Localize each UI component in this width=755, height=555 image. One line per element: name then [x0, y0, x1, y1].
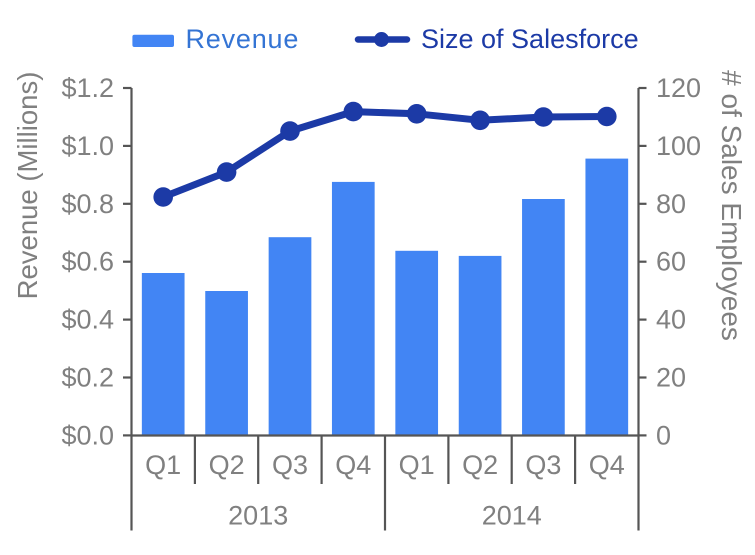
svg-text:$0.0: $0.0 — [61, 420, 114, 450]
svg-text:120: 120 — [656, 73, 701, 103]
svg-text:Revenue (Millions): Revenue (Millions) — [12, 72, 43, 300]
svg-text:60: 60 — [656, 247, 686, 277]
svg-text:Revenue: Revenue — [186, 24, 300, 54]
svg-text:Q1: Q1 — [145, 450, 181, 480]
svg-text:$0.4: $0.4 — [61, 305, 114, 335]
svg-text:$0.8: $0.8 — [61, 189, 114, 219]
svg-text:# of Sales Employees: # of Sales Employees — [716, 70, 747, 341]
svg-text:Q3: Q3 — [272, 450, 308, 480]
svg-text:80: 80 — [656, 189, 686, 219]
svg-text:Q2: Q2 — [209, 450, 245, 480]
svg-text:100: 100 — [656, 131, 701, 161]
svg-text:$1.2: $1.2 — [61, 73, 114, 103]
svg-text:$1.0: $1.0 — [61, 131, 114, 161]
svg-text:Size of Salesforce: Size of Salesforce — [421, 24, 639, 54]
svg-text:20: 20 — [656, 363, 686, 393]
svg-text:Q2: Q2 — [462, 450, 498, 480]
svg-text:Q4: Q4 — [589, 450, 625, 480]
svg-text:Q4: Q4 — [335, 450, 371, 480]
svg-text:$0.2: $0.2 — [61, 363, 114, 393]
svg-text:Q1: Q1 — [399, 450, 435, 480]
svg-text:2014: 2014 — [482, 501, 542, 531]
svg-text:2013: 2013 — [228, 501, 288, 531]
svg-text:40: 40 — [656, 305, 686, 335]
svg-text:$0.6: $0.6 — [61, 247, 114, 277]
svg-text:Q3: Q3 — [525, 450, 561, 480]
svg-text:0: 0 — [656, 420, 671, 450]
